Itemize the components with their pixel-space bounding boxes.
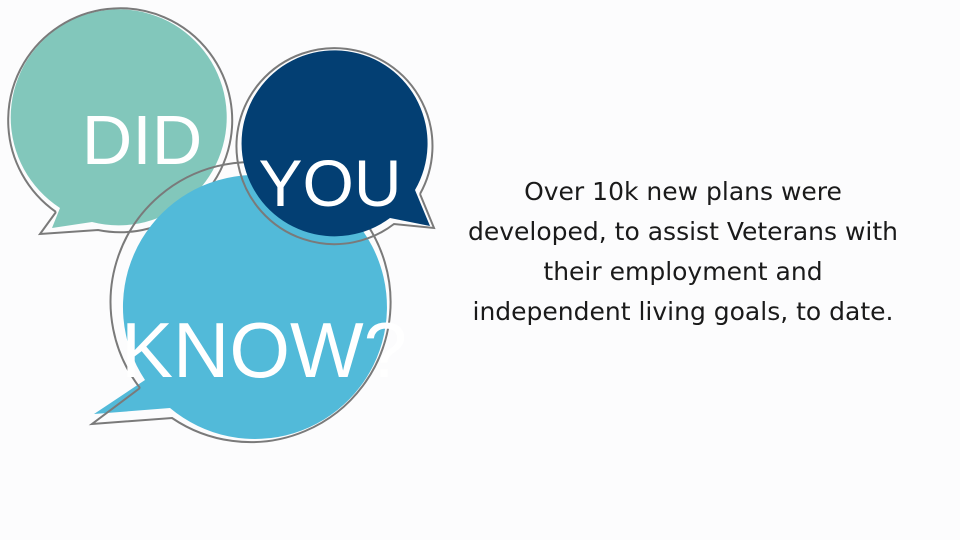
fact-line: their employment and — [543, 257, 823, 286]
you-bubble: YOU — [235, 47, 436, 246]
you-bubble-outline — [235, 47, 436, 246]
did-bubble: DID — [7, 7, 234, 236]
you-bubble-fill — [241, 50, 430, 237]
you-text: YOU — [258, 146, 401, 220]
did-text: DID — [82, 101, 203, 179]
fact-line: Over 10k new plans were — [524, 177, 842, 206]
fact-line: developed, to assist Veterans with — [468, 217, 898, 246]
fact-line: independent living goals, to date. — [472, 297, 894, 326]
did-you-know-graphic: DID KNOW? YOU — [7, 7, 436, 444]
did-bubble-fill — [10, 9, 227, 228]
fact-text: Over 10k new plans were developed, to as… — [438, 172, 928, 332]
know-text: KNOW? — [121, 306, 407, 394]
